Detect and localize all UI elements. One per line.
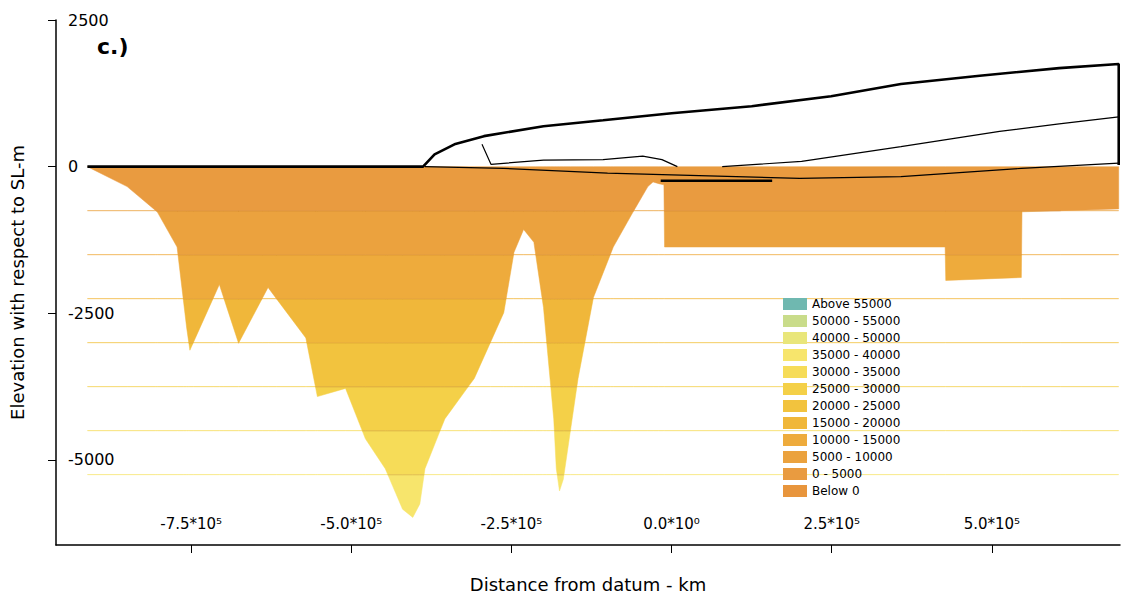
svg-text:20000 - 25000: 20000 - 25000: [812, 399, 900, 413]
svg-text:-5.0*10⁵: -5.0*10⁵: [320, 515, 382, 533]
svg-text:Above 55000: Above 55000: [812, 297, 892, 311]
svg-text:Below 0: Below 0: [812, 484, 860, 498]
svg-text:c.): c.): [97, 34, 128, 59]
svg-text:0: 0: [68, 157, 78, 176]
svg-text:-2500: -2500: [68, 304, 115, 323]
svg-text:2.5*10⁵: 2.5*10⁵: [804, 515, 860, 533]
svg-text:35000 - 40000: 35000 - 40000: [812, 348, 900, 362]
svg-text:5000 - 10000: 5000 - 10000: [812, 450, 893, 464]
svg-text:5.0*10⁵: 5.0*10⁵: [964, 515, 1020, 533]
svg-text:-5000: -5000: [68, 450, 115, 469]
svg-text:Elevation with respect to SL-m: Elevation with respect to SL-m: [7, 145, 28, 420]
svg-text:10000 - 15000: 10000 - 15000: [812, 433, 900, 447]
svg-text:15000 - 20000: 15000 - 20000: [812, 416, 900, 430]
svg-text:0.0*10⁰: 0.0*10⁰: [643, 515, 699, 533]
svg-text:25000 - 30000: 25000 - 30000: [812, 382, 900, 396]
svg-text:50000 - 55000: 50000 - 55000: [812, 314, 900, 328]
svg-text:2500: 2500: [68, 11, 109, 30]
svg-text:-2.5*10⁵: -2.5*10⁵: [481, 515, 543, 533]
svg-text:0 - 5000: 0 - 5000: [812, 467, 862, 481]
svg-text:Distance from datum - km: Distance from datum - km: [470, 574, 706, 595]
svg-text:40000 - 50000: 40000 - 50000: [812, 331, 900, 345]
svg-text:-7.5*10⁵: -7.5*10⁵: [160, 515, 222, 533]
svg-text:30000 - 35000: 30000 - 35000: [812, 365, 900, 379]
